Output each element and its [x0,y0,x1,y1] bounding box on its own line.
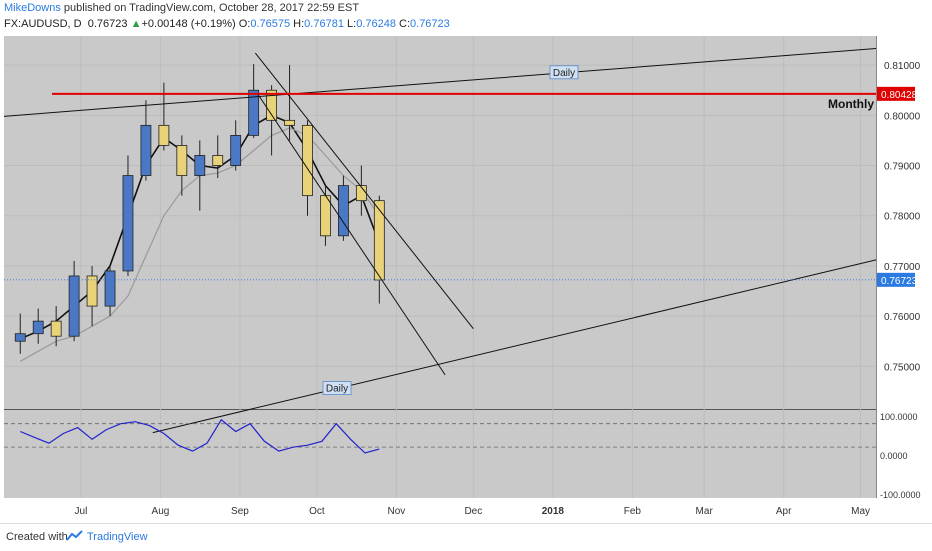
open-label: O: [238,18,251,30]
tradingview-link[interactable]: TradingView [87,531,148,543]
author-link[interactable]: MikeDowns [4,2,61,14]
time-tick-label: Jul [75,506,88,517]
candle-body [104,270,116,307]
time-tick-label: Oct [309,506,325,517]
open-value: 0.76575 [250,18,291,30]
time-tick-label: Mar [696,506,714,517]
resistance-annotation: Monthly [828,97,874,111]
price-tick-label: 0.75000 [884,362,921,373]
last-price-marker: 0.76723 [4,272,918,287]
trendline-label: Daily [326,384,348,395]
candle-body [320,195,331,237]
price-tick-label: 0.79000 [884,162,921,173]
low-value: 0.76248 [356,18,396,30]
close-value: 0.76723 [410,18,450,30]
time-axis: Jul Aug Sep Oct Nov Dec 2018 Feb Mar Apr May [75,36,870,517]
price-tick-label: 0.76000 [884,312,921,323]
candle-body [373,200,385,281]
rsi-indicator: 100.0000 0.0000 -100.0000 [4,412,921,500]
last-price-tag [877,272,915,287]
resistance-price-label: 0.80428 [881,90,918,101]
rsi-pane-background [4,410,876,498]
change-value: +0.00148 (+0.19%) [141,18,236,30]
time-tick-label: May [851,506,870,517]
time-tick-label: Nov [388,506,406,517]
candle-body [338,185,349,237]
candle-body [302,124,313,197]
price-tick-label: 0.81000 [884,61,921,72]
candle-body [122,175,134,272]
time-tick-label: Apr [776,506,792,517]
last-price: 0.76723 [87,18,128,30]
rsi-line [20,418,380,454]
trendline [3,48,877,117]
candle-body [32,320,44,335]
publish-info: MikeDowns published on TradingView.com, … [4,2,359,14]
ohlc-header: FX:AUDUSD, D 0.76723 ▲+0.00148 (+0.19%) … [4,18,450,30]
candle-body [176,145,188,176]
candle-body [158,124,170,146]
high-value: 0.76781 [304,18,344,30]
trendline [254,52,474,329]
tradingview-logo-icon [66,530,83,541]
trendline [257,93,446,376]
candles [14,64,385,354]
candle-body [230,134,242,166]
close-label: C: [399,18,411,30]
candle-body [86,275,98,307]
candle-body [68,275,80,337]
footer: Created with TradingView [0,523,932,551]
last-price-label: 0.76723 [881,276,918,287]
publish-text: published on TradingView.com, October 28… [63,2,360,14]
rsi-tick-label: 100.0000 [880,412,918,422]
candle-body [212,155,224,166]
trendline-label-box [322,381,352,396]
candle-body [14,333,26,342]
change-up-icon: ▲ [130,18,142,30]
trendlines[interactable]: Daily Daily [3,48,877,434]
time-tick-label: Aug [152,506,170,517]
price-tick-label: 0.78000 [884,212,921,223]
resistance-level[interactable]: 0.80428 Monthly [52,86,918,111]
trendline-label-box [549,65,579,80]
time-tick-label: Dec [464,506,482,517]
low-label: L: [347,18,357,30]
candle-body [248,89,260,136]
resistance-price-tag [877,86,915,101]
candle-body [140,124,152,176]
candle-body [50,320,62,337]
price-chart[interactable]: 0.81000 0.80000 0.79000 0.78000 0.77000 0.760… [0,0,932,523]
symbol-label: FX:AUDUSD, D [4,18,82,30]
price-pane-background [4,36,876,409]
rsi-tick-label: -100.0000 [880,490,921,500]
trendline-label: Daily [553,68,575,79]
price-tick-label: 0.80000 [884,111,921,122]
price-tick-label: 0.77000 [884,262,921,273]
time-tick-label: Sep [231,506,249,517]
high-label: H: [293,18,305,30]
candle-body [266,89,278,121]
trendline [152,259,877,434]
candle-body [284,119,295,126]
time-tick-label: 2018 [542,506,565,517]
candle-body [194,155,206,176]
time-tick-label: Feb [624,506,642,517]
created-with-label: Created with [6,531,68,543]
rsi-tick-label: 0.0000 [880,451,908,461]
